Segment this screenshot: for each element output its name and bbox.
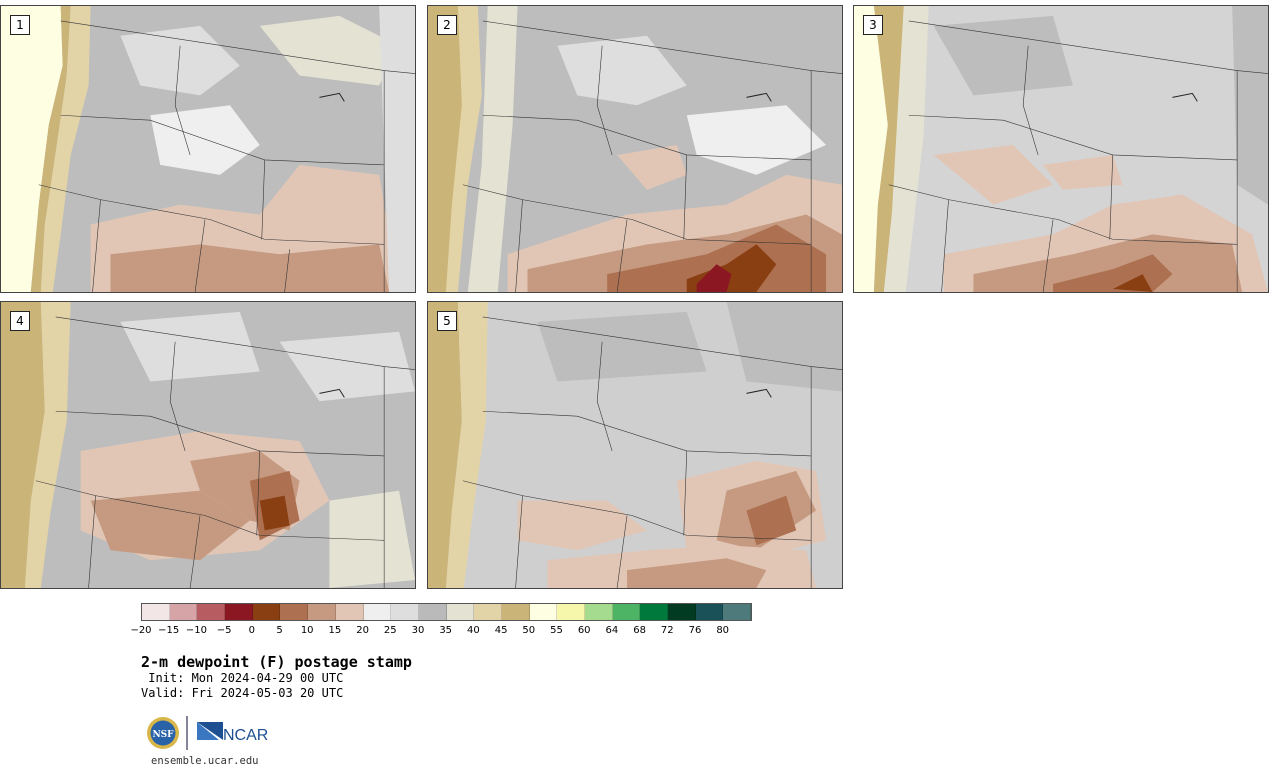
colorbar-swatch bbox=[335, 604, 364, 620]
colorbar-tick-label: 15 bbox=[328, 625, 342, 636]
logos: NSF NCAR bbox=[145, 714, 275, 752]
colorbar-swatch bbox=[252, 604, 281, 620]
colorbar-tick-label: −5 bbox=[216, 625, 232, 636]
colorbar-tick-label: 68 bbox=[633, 625, 646, 636]
nsf-logo-icon: NSF bbox=[147, 717, 179, 749]
colorbar-swatch bbox=[169, 604, 198, 620]
panel-number-3: 3 bbox=[863, 15, 883, 35]
dewpoint-map-3 bbox=[854, 6, 1268, 292]
map-panel-3[interactable]: 3 bbox=[853, 5, 1269, 293]
panel-number-1: 1 bbox=[10, 15, 30, 35]
colorbar-swatch bbox=[280, 604, 309, 620]
dewpoint-colorbar bbox=[141, 603, 753, 621]
colorbar-tick-label: 20 bbox=[356, 625, 369, 636]
nsf-ncar-logos: NSF NCAR bbox=[147, 716, 268, 750]
panel-number-4: 4 bbox=[10, 311, 30, 331]
colorbar-tick-label: 55 bbox=[550, 625, 563, 636]
colorbar-swatch bbox=[446, 604, 475, 620]
map-panel-4[interactable]: 4 bbox=[0, 301, 416, 589]
colorbar-tick-label: 35 bbox=[439, 625, 453, 636]
colorbar-tick-label: 80 bbox=[716, 625, 730, 636]
colorbar-swatch bbox=[363, 604, 392, 620]
colorbar-swatch bbox=[695, 604, 724, 620]
colorbar-tick-label: 25 bbox=[383, 625, 397, 636]
panel-number-2: 2 bbox=[437, 15, 457, 35]
init-time: Init: Mon 2024-04-29 00 UTC bbox=[141, 671, 344, 685]
colorbar-tick-labels: −20 −15 −10 −5 0 5 10 15 20 25 30 35 40 45 50 55 60 64 68 7… bbox=[130, 625, 781, 639]
colorbar-swatch bbox=[474, 604, 502, 620]
colorbar-tick-label: 5 bbox=[276, 625, 283, 636]
colorbar-tick-label: 0 bbox=[248, 625, 255, 636]
svg-text:NCAR: NCAR bbox=[223, 727, 268, 744]
colorbar-tick-label: 76 bbox=[688, 625, 702, 636]
colorbar-swatch bbox=[308, 604, 336, 620]
colorbar-swatch bbox=[197, 604, 226, 620]
colorbar-tick-label: 30 bbox=[411, 625, 425, 636]
colorbar-swatch bbox=[529, 604, 558, 620]
colorbar-swatch bbox=[640, 604, 669, 620]
colorbar-tick-label: 40 bbox=[467, 625, 480, 636]
colorbar-swatch bbox=[501, 604, 530, 620]
colorbar-swatch bbox=[557, 604, 585, 620]
map-panel-1[interactable]: 1 bbox=[0, 5, 416, 293]
colorbar-tick-label: 60 bbox=[577, 625, 591, 636]
colorbar-swatch bbox=[668, 604, 696, 620]
ncar-logo-icon: NCAR bbox=[197, 722, 268, 744]
map-panel-2[interactable]: 2 bbox=[427, 5, 843, 293]
footer-url[interactable]: ensemble.ucar.edu bbox=[151, 755, 259, 767]
dewpoint-map-4 bbox=[1, 302, 415, 588]
product-title: 2-m dewpoint (F) postage stamp bbox=[141, 653, 412, 671]
colorbar-swatch bbox=[723, 604, 752, 620]
dewpoint-map-2 bbox=[428, 6, 842, 292]
dewpoint-map-1 bbox=[1, 6, 415, 292]
colorbar-tick-label: −10 bbox=[185, 625, 207, 636]
colorbar-swatch bbox=[585, 604, 613, 620]
colorbar-swatch bbox=[142, 604, 170, 620]
colorbar-tick-label: 72 bbox=[660, 625, 674, 636]
svg-text:NSF: NSF bbox=[152, 730, 174, 740]
colorbar-tick-label: 45 bbox=[494, 625, 508, 636]
colorbar-tick-label: 64 bbox=[605, 625, 619, 636]
colorbar-tick-label: 10 bbox=[300, 625, 314, 636]
panel-number-5: 5 bbox=[437, 311, 457, 331]
colorbar-swatch bbox=[418, 604, 447, 620]
colorbar-tick-label: −20 bbox=[130, 625, 152, 636]
valid-time: Valid: Fri 2024-05-03 20 UTC bbox=[141, 686, 344, 700]
colorbar-swatch bbox=[391, 604, 419, 620]
dewpoint-map-5 bbox=[428, 302, 842, 588]
colorbar-swatch bbox=[225, 604, 253, 620]
colorbar-swatch bbox=[612, 604, 641, 620]
colorbar-tick-label: 50 bbox=[522, 625, 536, 636]
colorbar-tick-label: −15 bbox=[158, 625, 180, 636]
map-panel-5[interactable]: 5 bbox=[427, 301, 843, 589]
